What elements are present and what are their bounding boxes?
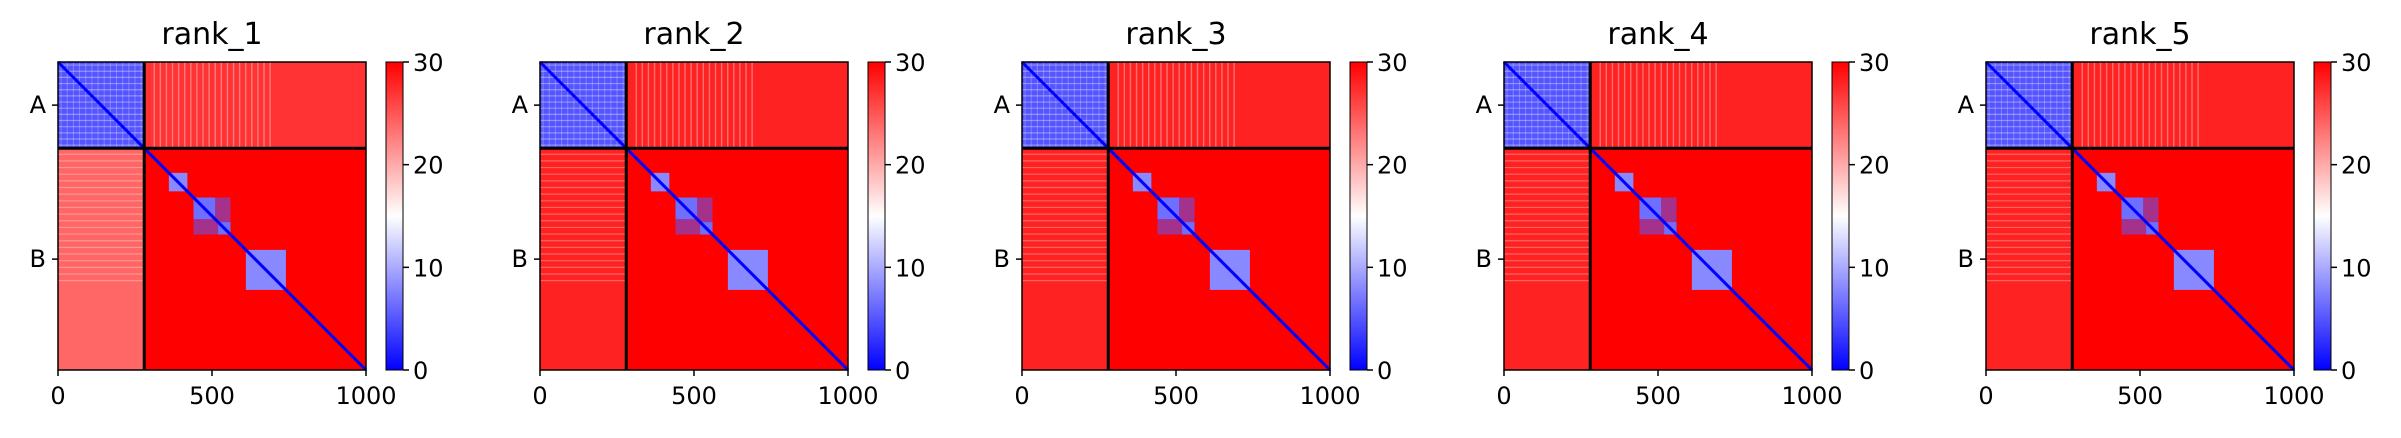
diagonal-line — [538, 60, 850, 372]
block-b-a — [1022, 148, 1109, 370]
colorbar — [385, 61, 404, 371]
colorbar-tick-label: 20 — [895, 152, 926, 180]
diagonal-line — [1984, 60, 2296, 372]
block-b-a — [540, 148, 627, 370]
x-tick-label: 0 — [532, 382, 547, 410]
heatmap-panel-3: rank_3 A B 0 500 1000 0 10 20 30 — [994, 17, 1408, 410]
block-a-b — [1590, 62, 1812, 149]
heatmap-panel-4: rank_4 A B 0 500 1000 0 10 20 30 — [1476, 17, 1890, 410]
block-b-a — [1986, 148, 2073, 370]
block-b-a — [58, 148, 145, 370]
colorbar-tick-label: 30 — [1377, 49, 1408, 77]
x-tick-label: 500 — [671, 382, 717, 410]
colorbar-tick-label: 10 — [1377, 254, 1408, 282]
panel-title: rank_4 — [1607, 17, 1708, 52]
x-tick-label: 1000 — [2263, 382, 2324, 410]
colorbar-tick-label: 30 — [895, 49, 926, 77]
block-a-b — [626, 62, 848, 149]
block-a-b — [144, 62, 366, 149]
colorbar-tick-label: 10 — [895, 254, 926, 282]
y-tick-label: A — [1476, 91, 1493, 119]
colorbar-tick-label: 20 — [1859, 152, 1890, 180]
colorbar-tick-label: 0 — [895, 357, 910, 385]
heatmap-panel-5: rank_5 A B 0 500 1000 0 10 20 30 — [1958, 17, 2372, 410]
colorbar-tick-label: 30 — [2341, 49, 2372, 77]
diagonal-line — [1020, 60, 1332, 372]
diagonal-line — [1502, 60, 1814, 372]
x-tick-label: 500 — [189, 382, 235, 410]
panel-title: rank_5 — [2089, 17, 2190, 52]
panel-title: rank_3 — [1125, 17, 1226, 52]
x-tick-label: 1000 — [335, 382, 396, 410]
block-a-b — [2072, 62, 2294, 149]
y-tick-label: A — [994, 91, 1011, 119]
colorbar-tick-label: 20 — [413, 152, 444, 180]
y-tick-label: A — [512, 91, 529, 119]
heatmap-panel-1: rank_1 A B 0 500 1000 0 10 20 30 — [30, 17, 444, 410]
colorbar-tick-label: 0 — [1377, 357, 1392, 385]
y-tick-label: B — [994, 245, 1010, 273]
colorbar-tick-label: 10 — [1859, 254, 1890, 282]
y-tick-label: B — [1958, 245, 1974, 273]
colorbar — [2313, 61, 2332, 371]
colorbar-tick-label: 10 — [2341, 254, 2372, 282]
y-tick-label: B — [30, 245, 46, 273]
colorbar-tick-label: 0 — [1859, 357, 1874, 385]
x-tick-label: 1000 — [1781, 382, 1842, 410]
colorbar-tick-label: 30 — [1859, 49, 1890, 77]
x-tick-label: 500 — [2117, 382, 2163, 410]
heatmap-panel-2: rank_2 A B 0 500 1000 0 10 20 30 — [512, 17, 926, 410]
x-tick-label: 1000 — [817, 382, 878, 410]
colorbar — [1831, 61, 1850, 371]
y-tick-label: A — [30, 91, 47, 119]
colorbar — [867, 61, 886, 371]
block-a-b — [1108, 62, 1330, 149]
x-tick-label: 500 — [1635, 382, 1681, 410]
colorbar-tick-label: 20 — [1377, 152, 1408, 180]
colorbar-tick-label: 30 — [413, 49, 444, 77]
diagonal-line — [56, 60, 368, 372]
x-tick-label: 0 — [1014, 382, 1029, 410]
colorbar-tick-label: 20 — [2341, 152, 2372, 180]
block-b-a — [1504, 148, 1591, 370]
x-tick-label: 1000 — [1299, 382, 1360, 410]
y-tick-label: B — [1476, 245, 1492, 273]
colorbar-tick-label: 10 — [413, 254, 444, 282]
x-tick-label: 0 — [1496, 382, 1511, 410]
x-tick-label: 500 — [1153, 382, 1199, 410]
colorbar — [1349, 61, 1368, 371]
x-tick-label: 0 — [50, 382, 65, 410]
panel-title: rank_1 — [161, 17, 262, 52]
y-tick-label: A — [1958, 91, 1975, 119]
colorbar-tick-label: 0 — [2341, 357, 2356, 385]
y-tick-label: B — [512, 245, 528, 273]
colorbar-tick-label: 0 — [413, 357, 428, 385]
x-tick-label: 0 — [1978, 382, 1993, 410]
panel-title: rank_2 — [643, 17, 744, 52]
